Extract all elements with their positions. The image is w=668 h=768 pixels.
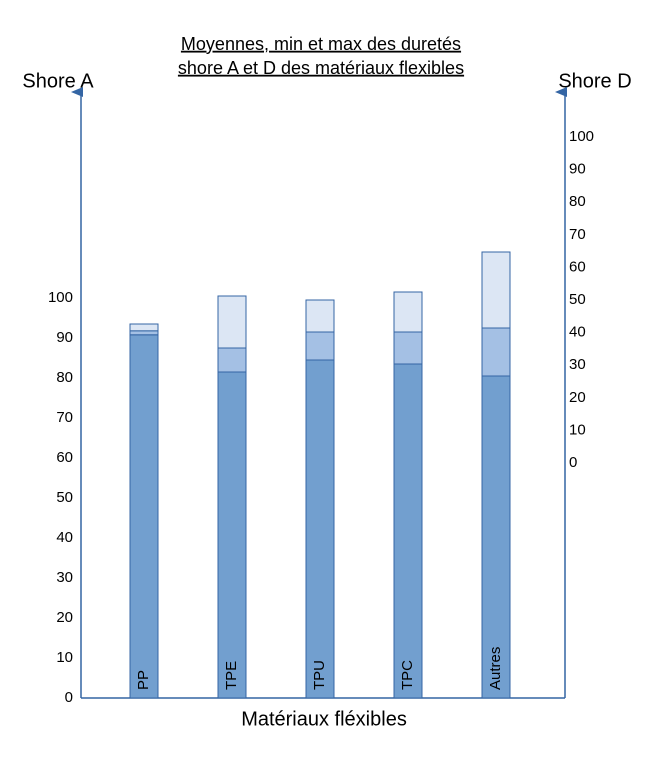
y-tick-label: 10 [56, 649, 73, 666]
bar-segment [393, 363, 423, 699]
y2-tick-label: 50 [569, 291, 586, 308]
y-tick-label: 100 [48, 289, 73, 306]
y2-tick-label: 80 [569, 193, 586, 210]
x-axis-label: Matériaux fléxibles [241, 708, 407, 730]
y-tick-label: 0 [65, 689, 73, 706]
bar-segment [129, 323, 159, 332]
y2-tick-label: 60 [569, 258, 586, 275]
y-tick-label: 90 [56, 329, 73, 346]
y2-axis-label: Shore D [558, 70, 631, 92]
bar-segment [129, 334, 159, 699]
y-tick-label: 70 [56, 409, 73, 426]
y-axis-label: Shore A [22, 70, 94, 92]
y-tick-label: 50 [56, 489, 73, 506]
bar-segment [129, 330, 159, 336]
x-tick-label: TPU [311, 660, 328, 690]
y2-tick-label: 100 [569, 128, 594, 145]
bar-segment [393, 291, 423, 333]
y-tick-label: 40 [56, 529, 73, 546]
y-tick-label: 80 [56, 369, 73, 386]
bar-segment [305, 299, 335, 333]
y2-tick-label: 0 [569, 454, 577, 471]
chart-title: Moyennes, min et max des duretés [181, 34, 461, 54]
y2-tick-label: 70 [569, 226, 586, 243]
y-tick-label: 60 [56, 449, 73, 466]
bar-segment [481, 327, 511, 377]
y2-tick-label: 90 [569, 161, 586, 178]
y2-tick-label: 20 [569, 389, 586, 406]
bar-segment [481, 375, 511, 699]
x-tick-label: TPE [223, 661, 240, 690]
bar-segment [217, 371, 247, 699]
y2-tick-label: 40 [569, 324, 586, 341]
x-tick-label: Autres [487, 647, 504, 690]
y-tick-label: 30 [56, 569, 73, 586]
y-tick-label: 20 [56, 609, 73, 626]
chart-title: shore A et D des matériaux flexibles [178, 58, 464, 78]
y2-tick-label: 30 [569, 356, 586, 373]
bar-segment [305, 331, 335, 361]
bar-segment [305, 359, 335, 699]
bar-segment [393, 331, 423, 365]
bar-segment [217, 347, 247, 373]
x-tick-label: TPC [399, 660, 416, 690]
y2-tick-label: 10 [569, 421, 586, 438]
x-tick-label: PP [135, 670, 152, 690]
bar-segment [481, 251, 511, 329]
bar-segment [217, 295, 247, 349]
